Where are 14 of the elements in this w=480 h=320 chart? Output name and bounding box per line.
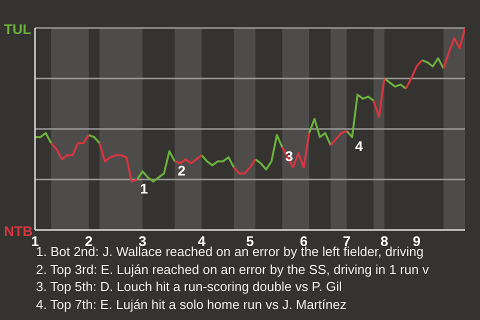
text: 2. Top 3rd: E. Luján reached on an error by the SS, driving in 1 run v — [36, 260, 429, 278]
x-tick-label: 3 — [138, 232, 147, 249]
text: NTB — [4, 223, 33, 239]
x-tick-label: 8 — [380, 232, 388, 249]
x-tick-label: 9 — [412, 232, 421, 249]
annotation: 2 — [178, 162, 186, 178]
text: 3. Top 5th: D. Louch hit a run-scoring double vs P. Gil — [36, 278, 343, 296]
text: 4. Top 7th: E. Luján hit a solo home run vs J. Martínez — [36, 296, 348, 313]
annotation: 1 — [140, 180, 148, 196]
x-tick-label: 4 — [198, 232, 206, 249]
annotation: 4 — [355, 138, 364, 154]
x-tick-label: 2 — [84, 232, 93, 249]
text: TUL — [4, 21, 32, 37]
x-tick-label: 5 — [246, 232, 254, 249]
